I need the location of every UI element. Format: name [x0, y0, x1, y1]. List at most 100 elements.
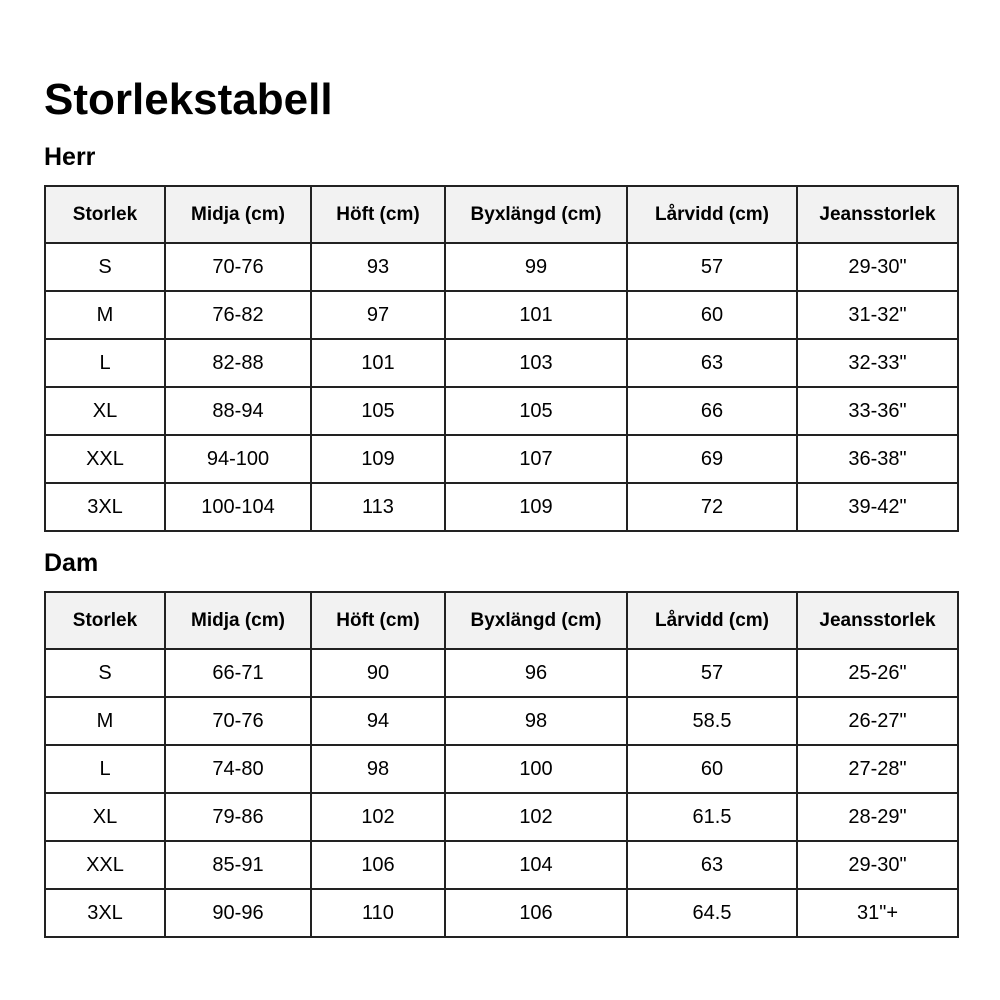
table-cell: 79-86: [164, 792, 312, 842]
table-cell: 94-100: [164, 434, 312, 484]
table-header-row: Storlek Midja (cm) Höft (cm) Byxlängd (cm) L…: [44, 185, 959, 244]
table-cell: 26-27": [796, 696, 959, 746]
table-cell: 102: [444, 792, 628, 842]
table-cell: 70-76: [164, 696, 312, 746]
column-header: Midja (cm): [164, 185, 312, 244]
table-cell: 109: [310, 434, 446, 484]
table-cell: 100: [444, 744, 628, 794]
table-row: M 70-76 94 98 58.5 26-27": [44, 696, 959, 746]
table-cell: 99: [444, 242, 628, 292]
table-cell: 57: [626, 242, 798, 292]
table-cell: 32-33": [796, 338, 959, 388]
table-cell: 28-29": [796, 792, 959, 842]
table-cell: 66: [626, 386, 798, 436]
table-cell: 31"+: [796, 888, 959, 938]
table-cell: 76-82: [164, 290, 312, 340]
table-cell: XXL: [44, 840, 166, 890]
table-cell: M: [44, 696, 166, 746]
table-cell: 3XL: [44, 482, 166, 532]
table-row: XXL 94-100 109 107 69 36-38": [44, 434, 959, 484]
column-header: Lårvidd (cm): [626, 185, 798, 244]
table-cell: 74-80: [164, 744, 312, 794]
column-header: Byxlängd (cm): [444, 591, 628, 650]
table-cell: 110: [310, 888, 446, 938]
table-cell: 27-28": [796, 744, 959, 794]
table-cell: 72: [626, 482, 798, 532]
page-title: Storlekstabell: [44, 75, 333, 124]
column-header: Jeansstorlek: [796, 185, 959, 244]
table-row: 3XL 90-96 110 106 64.5 31"+: [44, 888, 959, 938]
table-cell: XL: [44, 792, 166, 842]
table-row: XXL 85-91 106 104 63 29-30": [44, 840, 959, 890]
table-cell: 3XL: [44, 888, 166, 938]
table-cell: 63: [626, 338, 798, 388]
table-cell: 101: [310, 338, 446, 388]
table-cell: 33-36": [796, 386, 959, 436]
table-cell: 58.5: [626, 696, 798, 746]
table-cell: XL: [44, 386, 166, 436]
table-cell: 105: [444, 386, 628, 436]
table-cell: 57: [626, 648, 798, 698]
table-cell: 36-38": [796, 434, 959, 484]
table-cell: 103: [444, 338, 628, 388]
table-cell: 97: [310, 290, 446, 340]
table-cell: L: [44, 338, 166, 388]
table-cell: 88-94: [164, 386, 312, 436]
table-row: XL 88-94 105 105 66 33-36": [44, 386, 959, 436]
size-table-herr: Storlek Midja (cm) Höft (cm) Byxlängd (cm) L…: [44, 185, 959, 532]
table-cell: 60: [626, 744, 798, 794]
table-cell: 104: [444, 840, 628, 890]
table-cell: S: [44, 648, 166, 698]
table-cell: 101: [444, 290, 628, 340]
section-heading-dam: Dam: [44, 549, 99, 577]
table-cell: 96: [444, 648, 628, 698]
table-cell: 63: [626, 840, 798, 890]
table-cell: 94: [310, 696, 446, 746]
table-cell: S: [44, 242, 166, 292]
table-row: L 82-88 101 103 63 32-33": [44, 338, 959, 388]
table-cell: 66-71: [164, 648, 312, 698]
table-cell: 105: [310, 386, 446, 436]
table-cell: 106: [444, 888, 628, 938]
table-cell: 100-104: [164, 482, 312, 532]
table-row: M 76-82 97 101 60 31-32": [44, 290, 959, 340]
column-header: Höft (cm): [310, 591, 446, 650]
table-cell: 90-96: [164, 888, 312, 938]
table-cell: 85-91: [164, 840, 312, 890]
table-cell: 25-26": [796, 648, 959, 698]
table-cell: 106: [310, 840, 446, 890]
table-row: S 70-76 93 99 57 29-30": [44, 242, 959, 292]
table-cell: 98: [310, 744, 446, 794]
table-row: L 74-80 98 100 60 27-28": [44, 744, 959, 794]
table-cell: 98: [444, 696, 628, 746]
section-heading-herr: Herr: [44, 143, 96, 171]
column-header: Byxlängd (cm): [444, 185, 628, 244]
table-header-row: Storlek Midja (cm) Höft (cm) Byxlängd (cm) L…: [44, 591, 959, 650]
table-cell: M: [44, 290, 166, 340]
column-header: Storlek: [44, 591, 166, 650]
table-cell: 29-30": [796, 242, 959, 292]
table-cell: 31-32": [796, 290, 959, 340]
table-cell: 102: [310, 792, 446, 842]
table-cell: 93: [310, 242, 446, 292]
table-cell: 70-76: [164, 242, 312, 292]
column-header: Jeansstorlek: [796, 591, 959, 650]
table-cell: 64.5: [626, 888, 798, 938]
table-cell: 113: [310, 482, 446, 532]
table-row: XL 79-86 102 102 61.5 28-29": [44, 792, 959, 842]
table-cell: 61.5: [626, 792, 798, 842]
table-cell: XXL: [44, 434, 166, 484]
column-header: Höft (cm): [310, 185, 446, 244]
table-cell: 69: [626, 434, 798, 484]
table-row: S 66-71 90 96 57 25-26": [44, 648, 959, 698]
size-table-dam: Storlek Midja (cm) Höft (cm) Byxlängd (cm) L…: [44, 591, 959, 938]
table-cell: 82-88: [164, 338, 312, 388]
table-cell: 60: [626, 290, 798, 340]
column-header: Storlek: [44, 185, 166, 244]
table-cell: 107: [444, 434, 628, 484]
table-cell: L: [44, 744, 166, 794]
table-cell: 29-30": [796, 840, 959, 890]
table-cell: 109: [444, 482, 628, 532]
table-cell: 39-42": [796, 482, 959, 532]
column-header: Midja (cm): [164, 591, 312, 650]
